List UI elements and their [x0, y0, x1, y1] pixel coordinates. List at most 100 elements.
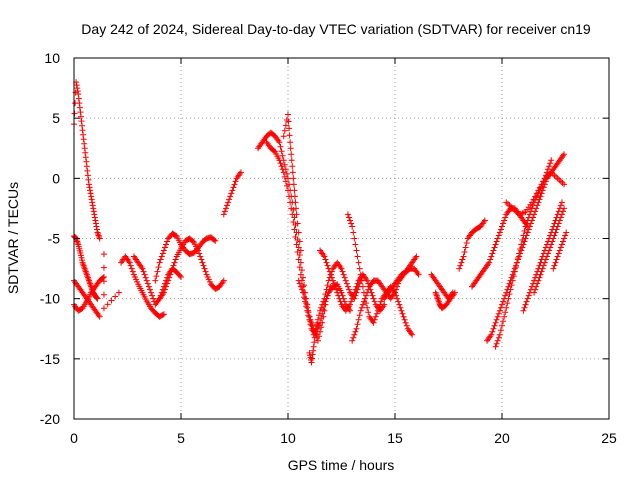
data-point [347, 301, 354, 308]
data-point [459, 256, 466, 263]
data-point [212, 237, 219, 244]
data-point [93, 294, 100, 301]
data-point [220, 277, 227, 284]
data-point [311, 339, 318, 346]
data-point [322, 256, 329, 263]
data-point [377, 301, 384, 308]
data-point [297, 283, 304, 290]
data-point [524, 217, 531, 224]
data-point [492, 343, 499, 350]
data-point [73, 82, 80, 89]
series-track-29 [503, 169, 568, 218]
data-point [310, 347, 317, 354]
data-point [523, 220, 530, 227]
y-axis-label: SDTVAR / TECUs [5, 182, 21, 294]
data-point [554, 223, 561, 230]
data-point [500, 298, 507, 305]
data-point [202, 268, 209, 275]
data-point [196, 250, 203, 257]
data-point [499, 223, 505, 230]
data-point [320, 298, 327, 305]
data-point [371, 316, 378, 323]
data-point [554, 253, 561, 260]
data-point [521, 304, 528, 311]
x-tick-label: 20 [494, 430, 510, 446]
data-point [323, 286, 330, 293]
data-point [281, 127, 288, 134]
data-point [353, 283, 360, 290]
data-point [365, 309, 372, 316]
data-point [291, 193, 298, 200]
data-point [85, 181, 92, 188]
data-point [537, 193, 544, 200]
series-track-06 [118, 253, 167, 320]
data-point [89, 199, 96, 206]
data-point [347, 217, 354, 224]
data-point [351, 235, 358, 242]
data-point [527, 208, 534, 215]
data-point [522, 301, 529, 308]
data-point [279, 166, 286, 173]
data-point [538, 181, 545, 188]
data-point [359, 283, 366, 290]
data-point [357, 271, 364, 278]
data-point [237, 169, 244, 176]
data-point [286, 125, 293, 132]
data-point [159, 250, 166, 257]
series-track-13 [280, 111, 304, 254]
data-point [559, 238, 566, 245]
data-point [293, 205, 300, 212]
data-point [195, 247, 202, 254]
data-point [531, 289, 538, 296]
data-point [522, 235, 529, 242]
data-point [374, 307, 381, 314]
data-point [375, 304, 382, 311]
data-point [89, 202, 96, 209]
data-point [306, 316, 313, 323]
data-point [349, 223, 356, 230]
data-point [551, 262, 558, 269]
data-point [493, 316, 500, 323]
data-point [493, 340, 500, 347]
data-point [153, 273, 160, 280]
data-point [533, 283, 540, 290]
data-point [356, 265, 363, 272]
data-point [281, 161, 288, 168]
data-point [290, 181, 297, 188]
series-track-27 [531, 205, 568, 296]
data-point [288, 157, 295, 164]
data-point [189, 238, 196, 245]
y-tick-label: -10 [40, 291, 60, 307]
series-track-09 [156, 235, 227, 302]
data-point [295, 244, 302, 251]
data-point [530, 196, 537, 203]
data-point [220, 211, 227, 218]
y-tick-label: -20 [40, 411, 60, 427]
data-point [75, 91, 82, 98]
data-point [276, 139, 283, 146]
data-point [520, 307, 527, 314]
data-point [504, 300, 511, 307]
data-point [81, 140, 88, 147]
data-point [79, 127, 86, 134]
data-point [494, 337, 501, 344]
data-point [535, 187, 542, 194]
data-point [344, 283, 351, 290]
data-point [333, 286, 340, 293]
series-track-04 [71, 277, 103, 320]
data-point [158, 253, 165, 260]
data-point [364, 304, 371, 311]
data-point [127, 262, 134, 269]
series-track-10 [220, 169, 244, 218]
data-point [495, 310, 502, 317]
data-point [76, 104, 83, 111]
data-point [546, 163, 553, 170]
data-point [354, 321, 361, 328]
data-point [296, 264, 303, 271]
data-point [518, 241, 525, 248]
data-point [112, 293, 119, 300]
data-point [92, 217, 99, 224]
data-point [318, 304, 325, 311]
data-point [344, 211, 351, 218]
data-point [321, 253, 328, 260]
